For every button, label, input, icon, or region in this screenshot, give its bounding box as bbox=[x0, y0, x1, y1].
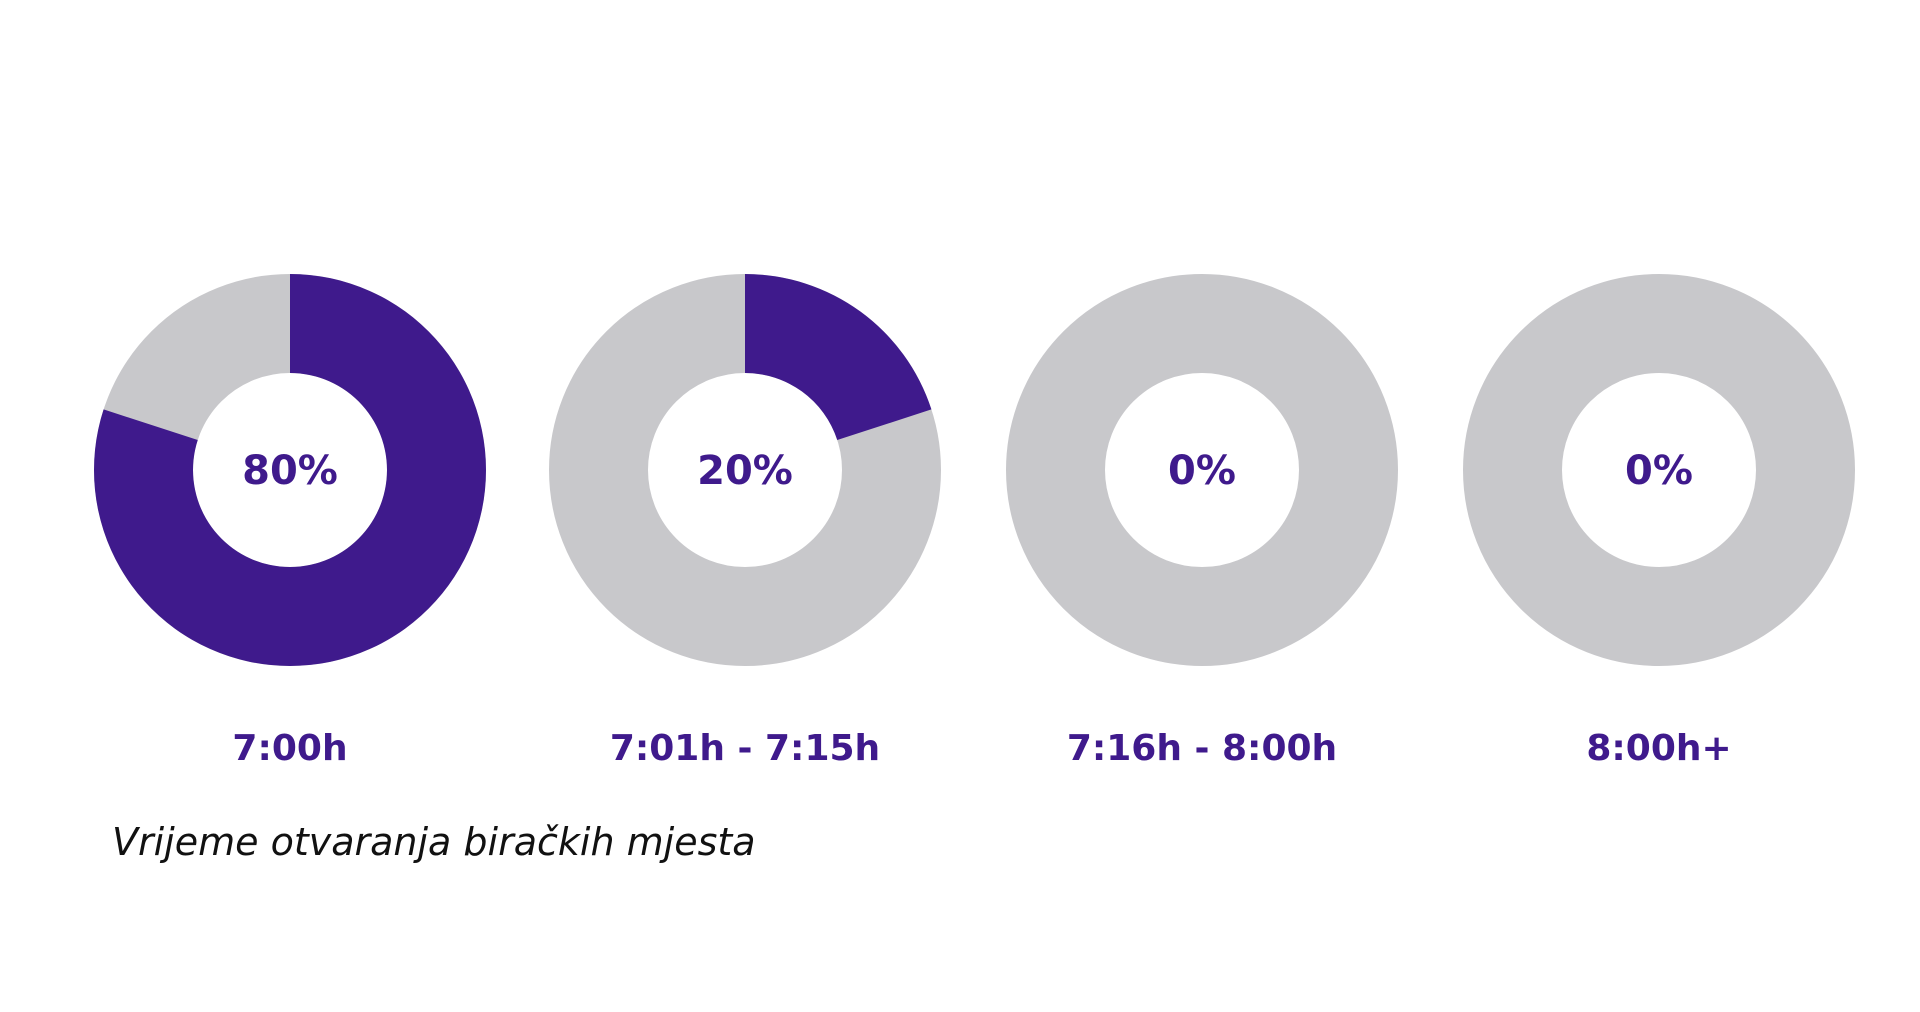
donut-remainder-ring bbox=[1463, 274, 1855, 666]
donut-value-slice bbox=[745, 274, 932, 441]
donut-category-label: 7:00h bbox=[232, 728, 347, 769]
donut-category-label: 7:01h - 7:15h bbox=[610, 728, 880, 769]
donut-4: 0% 8:00h+ bbox=[1463, 274, 1855, 769]
donut-value-slice bbox=[94, 274, 487, 666]
donut-category-label: 7:16h - 8:00h bbox=[1067, 728, 1337, 769]
donut-3: 0% 7:16h - 8:00h bbox=[1006, 274, 1398, 769]
donut-2: 20% 7:01h - 7:15h bbox=[549, 274, 941, 769]
chart-caption: Vrijeme otvaranja biračkih mjesta bbox=[112, 820, 756, 864]
donut-1: 80% 7:00h bbox=[94, 274, 487, 769]
donut-category-label: 8:00h+ bbox=[1586, 728, 1731, 769]
donut-remainder-ring bbox=[1006, 274, 1398, 666]
donut-percent-label: 20% bbox=[697, 448, 793, 494]
donut-percent-label: 80% bbox=[242, 448, 338, 494]
donut-percent-label: 0% bbox=[1625, 448, 1693, 494]
donut-percent-label: 0% bbox=[1168, 448, 1236, 494]
